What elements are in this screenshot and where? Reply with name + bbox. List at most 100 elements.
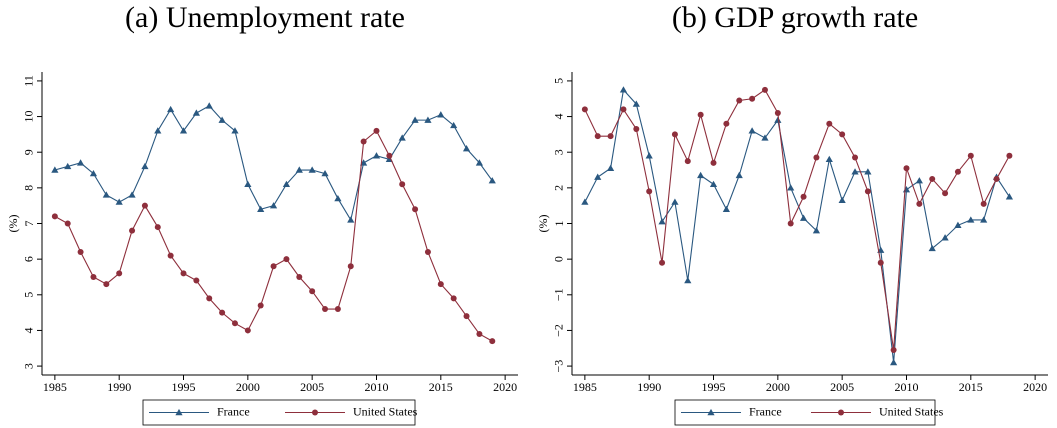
y-tick-label: 3 [552,149,566,155]
y-axis-label: (%) [6,215,20,233]
marker [309,288,316,295]
marker [916,200,923,207]
y-tick-label: 8 [22,185,36,191]
marker [411,116,419,123]
marker [167,105,175,113]
marker [269,202,278,209]
marker [103,281,110,288]
x-tick-label: 1985 [43,380,67,394]
legend: France United States [142,399,418,426]
series-line [54,129,493,342]
marker [774,109,781,116]
marker [607,133,614,140]
legend-marker [838,409,844,416]
x-tick-label: 2010 [894,380,918,394]
x-tick-label: 1990 [107,380,131,394]
marker [594,133,601,140]
x-tick-label: 1985 [573,380,597,394]
marker [488,177,496,184]
marker [154,224,161,231]
marker [116,270,123,277]
marker [697,111,704,118]
x-tick-label: 2010 [364,380,388,394]
marker [748,127,756,134]
marker [620,106,627,113]
chart-title: (a) Unemployment rate [125,1,405,34]
marker [128,191,136,198]
series-line [584,89,1010,351]
marker [825,155,833,163]
marker [646,188,653,195]
y-tick-label: 0 [552,256,566,262]
marker [450,295,457,302]
marker [929,175,936,182]
y-tick-label: 5 [552,78,566,84]
marker [632,100,640,107]
y-tick-label: 11 [22,75,36,87]
marker [787,184,795,191]
y-tick-label: 2 [552,185,566,191]
marker [606,164,615,171]
marker [244,180,252,187]
marker [799,214,808,221]
marker [450,121,458,129]
y-tick-label: 5 [22,292,36,298]
marker [463,313,470,320]
marker [838,196,846,204]
marker [928,244,936,252]
marker [257,205,265,212]
marker [373,127,380,134]
y-tick-label: 6 [22,256,36,262]
marker [154,127,162,134]
marker [903,165,910,172]
x-tick-label: 2000 [236,380,260,394]
series-line [584,88,1010,363]
marker [167,252,174,259]
marker [826,120,833,127]
marker [852,154,859,161]
marker [736,97,743,104]
marker [64,220,71,227]
x-tick-label: 2005 [830,380,854,394]
marker [489,338,496,345]
marker [437,111,445,118]
marker [412,206,419,213]
marker [372,152,381,159]
marker [231,320,238,327]
marker [710,159,717,166]
marker [141,202,148,209]
y-tick-label: 7 [22,221,36,227]
marker [839,131,846,138]
marker [890,358,898,366]
y-tick-label: 3 [22,363,36,369]
marker [697,171,705,179]
marker [129,227,136,234]
marker [941,234,949,241]
marker [360,138,367,145]
marker [993,175,1000,182]
legend-label: France [749,404,782,418]
marker [231,127,239,134]
marker [180,270,187,277]
marker [437,281,444,288]
y-tick-label: 4 [552,114,566,120]
panel: (a) Unemployment rate (%) 3 4 5 6 7 8 9 10 11 1985 1… [6,1,518,426]
marker [619,86,628,93]
y-tick-label: −3 [552,360,566,373]
marker [90,273,97,280]
legend: France United States [674,399,944,426]
marker [645,152,653,159]
legend-marker [175,408,183,416]
marker [942,190,949,197]
marker [270,263,277,270]
x-tick-label: 2020 [1023,380,1047,394]
marker [334,306,341,313]
y-tick-label: −1 [552,288,566,301]
marker [179,127,188,134]
marker [851,168,859,175]
marker [141,162,149,170]
marker [218,116,226,123]
marker [295,166,303,173]
marker [193,277,200,284]
